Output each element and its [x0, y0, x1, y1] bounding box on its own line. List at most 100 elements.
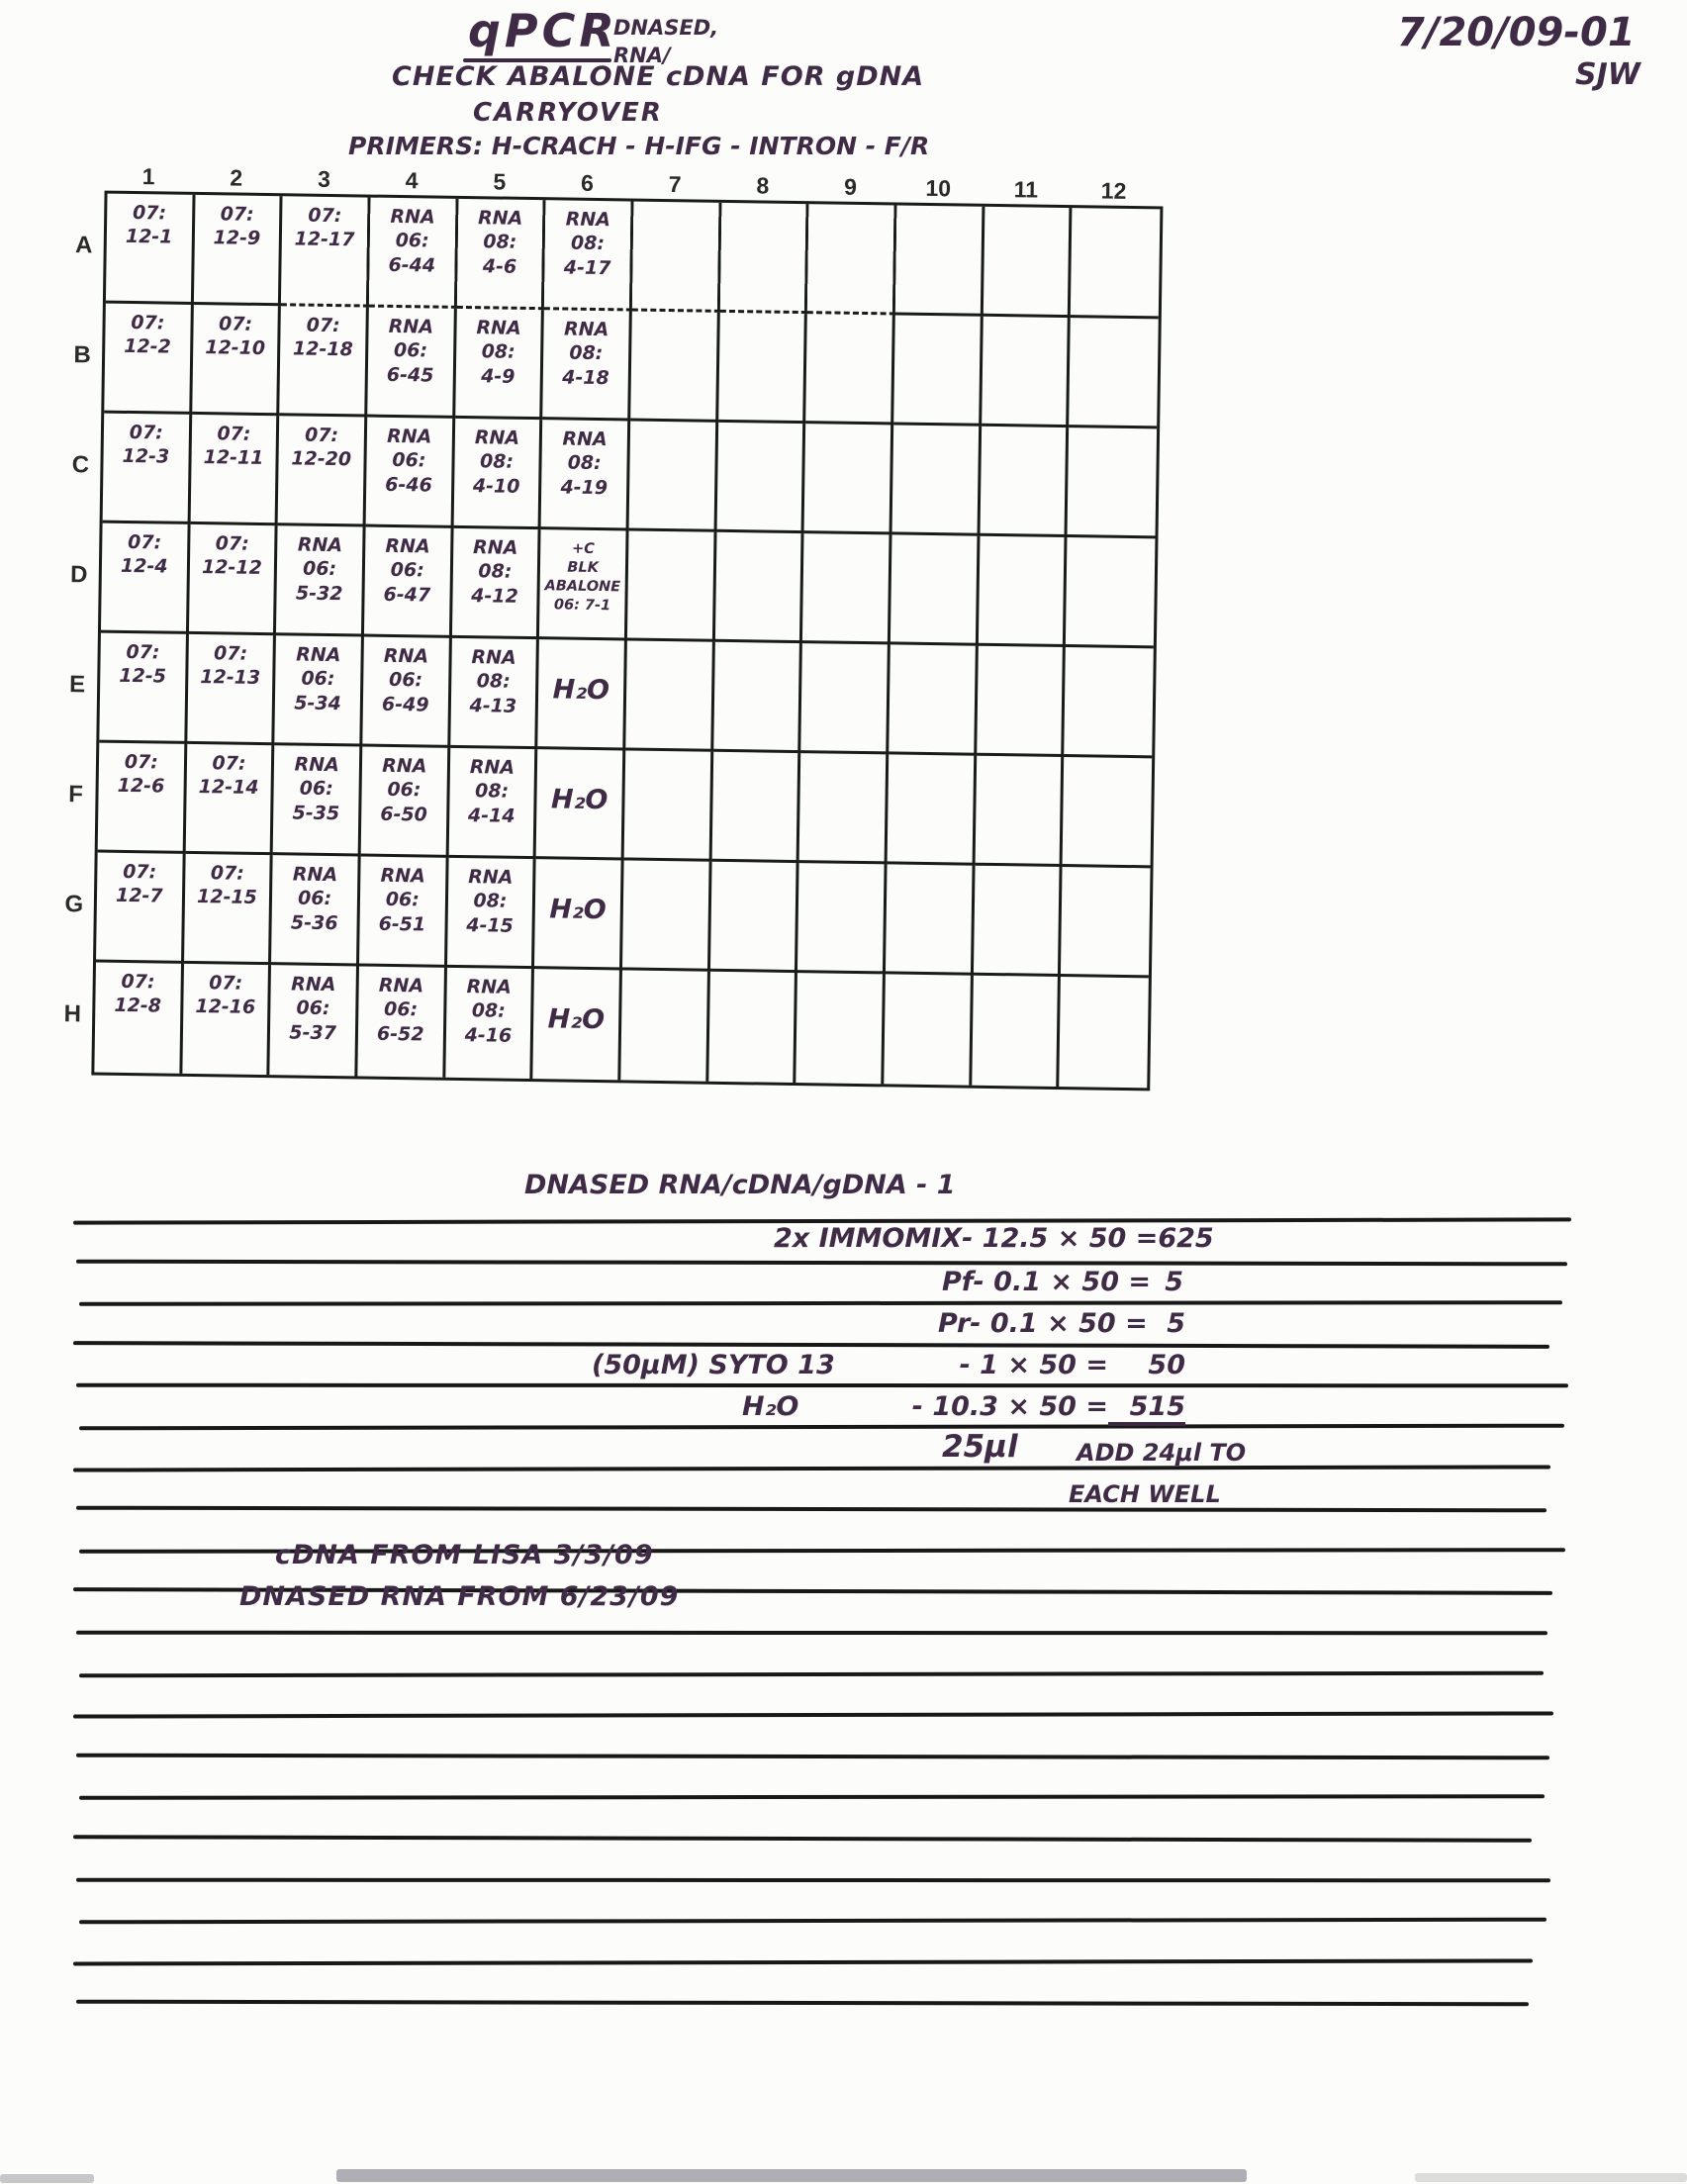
- well-E12: [1064, 647, 1154, 759]
- column-header-6: 6: [580, 169, 595, 196]
- ruled-line: [72, 1340, 1549, 1349]
- mastermix-row: Pf - 0.1 × 50 = 5: [942, 1267, 1183, 1297]
- well-A12: [1071, 208, 1161, 320]
- column-header-5: 5: [493, 168, 507, 195]
- page-title: qPCR: [468, 4, 618, 57]
- ruled-line: [75, 1383, 1569, 1388]
- initials: SJW: [1575, 57, 1640, 92]
- well-D1: 07: 12-4: [100, 522, 191, 634]
- column-header-8: 8: [756, 172, 770, 199]
- subtitle-line-2: CARRYOVER: [473, 98, 663, 128]
- well-A1: 07: 12-1: [105, 193, 196, 305]
- well-E9: [800, 643, 890, 755]
- mastermix-calculation: - 10.3 × 50 =: [911, 1391, 1108, 1422]
- column-header-7: 7: [668, 171, 682, 198]
- well-F6: H₂O: [535, 749, 626, 861]
- well-C6: RNA 08: 4-19: [540, 420, 631, 531]
- well-C11: [980, 426, 1070, 538]
- well-A7: [631, 201, 722, 313]
- well-G12: [1061, 867, 1151, 979]
- ruled-line: [78, 1794, 1546, 1800]
- well-H5: RNA 08: 4-16: [444, 967, 535, 1080]
- mastermix-result: 5: [1167, 1308, 1185, 1339]
- well-D12: [1066, 537, 1156, 649]
- ruled-line: [75, 2000, 1529, 2007]
- well-G8: [709, 861, 799, 974]
- well-E10: [889, 644, 979, 756]
- mastermix-row: (50μM) SYTO 13 - 1 × 50 = 50: [592, 1350, 1185, 1380]
- date-code: 7/20/09-01: [1397, 10, 1636, 55]
- mastermix-total-volume: 25μl: [942, 1429, 1018, 1465]
- well-D7: [626, 530, 717, 642]
- title-underline: [463, 58, 611, 62]
- subtitle-line-1: CHECK ABALONE cDNA FOR gDNA: [392, 61, 925, 92]
- well-G3: RNA 06: 5-36: [271, 855, 361, 967]
- ruled-line: [72, 1711, 1554, 1719]
- mastermix-result: 5: [1165, 1267, 1183, 1297]
- well-C3: 07: 12-20: [277, 416, 368, 527]
- well-A3: 07: 12-17: [281, 196, 371, 308]
- row-header-E: E: [68, 670, 86, 698]
- ruled-line: [75, 1753, 1549, 1759]
- mastermix-note-line-1: ADD 24μl TO: [1077, 1439, 1247, 1467]
- column-header-1: 1: [141, 163, 155, 190]
- well-C9: [803, 424, 894, 535]
- well-G10: [885, 864, 976, 976]
- well-F9: [798, 753, 890, 865]
- mastermix-calculation: - 12.5 × 50 =: [962, 1223, 1159, 1254]
- mastermix-reagent: (50μM) SYTO 13: [592, 1350, 835, 1380]
- well-B4: RNA 06: 6-45: [367, 307, 457, 419]
- row-header-D: D: [69, 560, 88, 588]
- well-F8: [711, 751, 801, 864]
- well-H7: [620, 970, 710, 1082]
- ruled-line: [72, 1465, 1551, 1472]
- well-D8: [714, 531, 804, 644]
- well-D10: [890, 534, 981, 646]
- well-B3: 07: 12-18: [279, 306, 369, 418]
- well-A11: [983, 206, 1073, 319]
- scan-artifact-bottom-right: [1415, 2173, 1687, 2182]
- well-G11: [973, 865, 1063, 978]
- well-B1: 07: 12-2: [104, 303, 194, 415]
- well-E4: RNA 06: 6-49: [362, 636, 452, 748]
- well-F4: RNA 06: 6-50: [360, 746, 450, 858]
- column-header-2: 2: [230, 164, 243, 191]
- well-C4: RNA 06: 6-46: [365, 417, 455, 528]
- well-D5: RNA 08: 4-12: [451, 527, 541, 640]
- row-header-H: H: [63, 999, 82, 1027]
- well-F3: RNA 06: 5-35: [272, 745, 363, 857]
- well-E11: [976, 645, 1067, 758]
- mastermix-calculation: - 1 × 50 =: [959, 1350, 1108, 1380]
- row-header-A: A: [74, 231, 93, 258]
- well-B8: [717, 312, 808, 425]
- mastermix-reagent: 2x IMMOMIX: [774, 1223, 963, 1254]
- well-A6: RNA 08: 4-17: [544, 200, 634, 312]
- mastermix-result: 515: [1108, 1391, 1185, 1426]
- well-E8: [712, 641, 803, 754]
- well-E6: H₂O: [537, 639, 627, 751]
- ruled-line: [78, 1300, 1563, 1306]
- title-annotation: DNASED, RNA/: [613, 16, 719, 68]
- ruled-line: [75, 1259, 1567, 1266]
- well-C8: [716, 422, 806, 534]
- well-H1: 07: 12-8: [94, 962, 184, 1074]
- source-note: DNASED RNA FROM 6/23/09: [239, 1581, 680, 1612]
- scan-artifact-bottom-left: [0, 2174, 94, 2183]
- column-header-4: 4: [405, 167, 419, 194]
- well-A10: [894, 205, 985, 317]
- well-C7: [628, 421, 718, 532]
- well-B10: [893, 315, 984, 427]
- well-D6: +C BLK ABALONE 06: 7-1: [539, 529, 629, 641]
- well-F5: RNA 08: 4-14: [448, 747, 538, 860]
- mastermix-reagent: H₂O: [742, 1391, 799, 1422]
- well-H2: 07: 12-16: [182, 963, 272, 1076]
- well-F1: 07: 12-6: [97, 742, 187, 854]
- well-C12: [1067, 427, 1158, 539]
- well-G4: RNA 06: 6-51: [358, 856, 449, 968]
- well-C2: 07: 12-11: [190, 414, 280, 526]
- well-E1: 07: 12-5: [99, 632, 189, 744]
- mastermix-row: H₂O - 10.3 × 50 = 515: [742, 1391, 1185, 1426]
- well-G2: 07: 12-15: [183, 853, 273, 966]
